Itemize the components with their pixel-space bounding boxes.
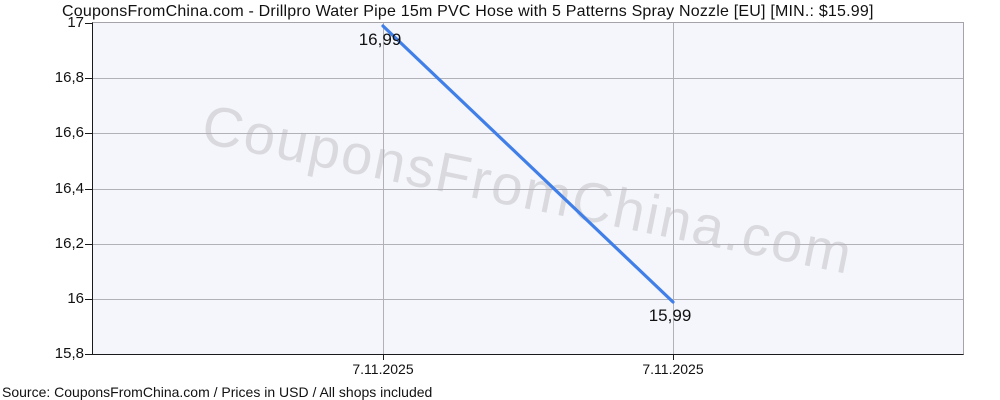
chart-title: CouponsFromChina.com - Drillpro Water Pi… — [62, 3, 874, 20]
point-label: 15,99 — [648, 306, 692, 325]
y-tick-mark — [85, 299, 93, 300]
x-axis-label: 7.11.2025 — [352, 361, 414, 377]
plot-area: CouponsFromChina.com 16,99 15,99 — [92, 22, 964, 355]
point-label: 16,99 — [358, 30, 402, 49]
gridline-horizontal — [93, 133, 963, 134]
price-line — [381, 24, 675, 304]
y-axis-label: 16,8 — [54, 69, 84, 86]
x-axis-label: 7.11.2025 — [642, 361, 704, 377]
price-line-chart — [381, 24, 675, 304]
gridline-horizontal — [93, 244, 963, 245]
y-axis-label: 16 — [67, 290, 84, 307]
y-tick-mark — [85, 78, 93, 79]
y-axis-label: 17 — [67, 14, 84, 31]
y-tick-mark — [85, 23, 93, 24]
y-axis-label: 16,2 — [54, 235, 84, 252]
y-tick-mark — [85, 133, 93, 134]
gridline-horizontal — [93, 78, 963, 79]
gridline-horizontal — [93, 299, 963, 300]
y-tick-mark — [85, 189, 93, 190]
x-tick-mark — [383, 355, 384, 360]
y-tick-mark — [85, 244, 93, 245]
y-axis-label: 16,4 — [54, 180, 84, 197]
gridline-vertical — [673, 23, 674, 354]
x-tick-mark — [673, 355, 674, 360]
gridline-vertical — [383, 23, 384, 354]
y-tick-mark — [85, 354, 93, 355]
y-axis-label: 16,6 — [54, 124, 84, 141]
footer-source: Source: CouponsFromChina.com / Prices in… — [2, 384, 433, 400]
y-axis-label: 15,8 — [54, 345, 84, 362]
gridline-horizontal — [93, 189, 963, 190]
